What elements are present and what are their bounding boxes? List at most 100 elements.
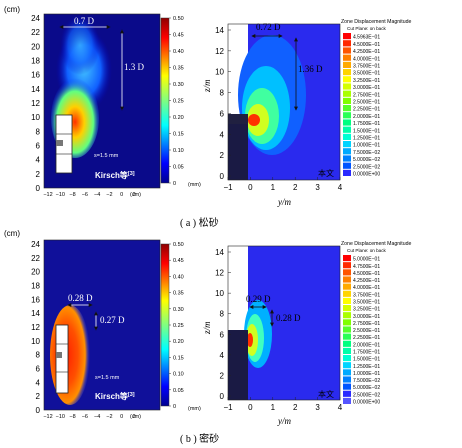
- legend-swatch: [343, 390, 351, 397]
- y-tick-label: 0: [36, 406, 41, 415]
- legend-value: 5.0000E−02: [353, 385, 380, 391]
- legend-value: 1.2500E−01: [353, 364, 380, 370]
- y-tick-label: 6: [36, 365, 41, 374]
- y-tick-label: 14: [31, 309, 40, 318]
- x-tick-label: −6: [82, 414, 88, 420]
- y-tick-label: 0: [36, 184, 41, 193]
- legend-swatch: [343, 397, 351, 404]
- legend-value: 4.7500E−01: [353, 264, 380, 270]
- legend-value: 1.7500E−01: [353, 350, 380, 356]
- legend-swatch: [343, 319, 351, 326]
- y-axis-ticks: 0 2 4 6 8 10 12 14: [215, 26, 231, 181]
- x-tick-label: 1: [271, 183, 276, 192]
- x-tick-label: −12: [43, 192, 52, 198]
- colorbar-tick-label: 0.05: [173, 388, 184, 394]
- legend-value: 4.0000E−01: [353, 285, 380, 291]
- legend-swatch: [343, 83, 351, 90]
- x-tick-label: −12: [43, 414, 52, 420]
- y-tick-label: 16: [31, 295, 40, 304]
- legend-value: 2.0000E−01: [353, 342, 380, 348]
- legend-value: 1.2500E−01: [353, 136, 380, 142]
- colorbar-tick-label: 0.20: [173, 339, 184, 345]
- colorbar-tick-label: 0.05: [173, 165, 184, 171]
- colorbar: [160, 243, 170, 407]
- legend-swatch: [343, 141, 351, 148]
- x-unit-label: (cm): [130, 414, 141, 420]
- legend-value: 2.5000E−01: [353, 328, 380, 334]
- y-tick-label: 4: [220, 351, 225, 360]
- colorbar-unit: (mm): [188, 406, 201, 412]
- colorbar: [160, 17, 170, 184]
- height-dimension-label: 0.27 D: [100, 315, 125, 325]
- y-tick-label: 6: [36, 142, 41, 151]
- y-tick-label: 4: [36, 378, 41, 387]
- panel-a-experiment: (cm) 0.7 D 1.3 D s=1.5 mm Kirsch等[3] 024…: [4, 5, 201, 198]
- width-dimension-label: 0.29 D: [246, 294, 271, 304]
- x-tick-label: 0: [248, 183, 253, 192]
- legend-swatch: [343, 133, 351, 140]
- x-tick-label: 4: [338, 183, 343, 192]
- legend-swatch: [343, 347, 351, 354]
- height-dimension-label: 0.28 D: [276, 313, 301, 323]
- x-axis-label: y/m: [277, 416, 291, 426]
- legend-title: Zone Displacement Magnitude: [341, 241, 411, 247]
- legend-value: 4.2500E−01: [353, 278, 380, 284]
- legend-swatch: [343, 54, 351, 61]
- y-tick-label: 20: [31, 268, 40, 277]
- legend-value: 1.0000E−01: [353, 143, 380, 149]
- y-tick-label: 4: [36, 156, 41, 165]
- legend-swatch: [343, 369, 351, 376]
- y-tick-label: 2: [220, 151, 225, 160]
- caption-a: ( a ) 松砂: [180, 216, 219, 229]
- height-dimension-label: 1.3 D: [124, 62, 145, 72]
- colorbar-unit: (mm): [188, 182, 201, 188]
- y-tick-label: 8: [36, 351, 41, 360]
- y-tick-label: 12: [215, 269, 224, 278]
- legend-swatch: [343, 326, 351, 333]
- colorbar-tick-label: 0.10: [173, 148, 184, 154]
- y-tick-label: 6: [220, 330, 225, 339]
- legend-swatch: [343, 105, 351, 112]
- legend-swatch: [343, 126, 351, 133]
- retaining-block: [228, 114, 248, 180]
- legend-value: 1.0000E−01: [353, 371, 380, 377]
- x-axis-ticks: −12 −10 −8 −6 −4 −2 0 2: [43, 192, 135, 198]
- legend-value: 1.5000E−01: [353, 357, 380, 363]
- colorbar-tick-label: 0.35: [173, 291, 184, 297]
- x-tick-label: −4: [94, 414, 100, 420]
- y-tick-label: 6: [220, 109, 225, 118]
- colorbar-tick-label: 0.50: [173, 242, 184, 248]
- colorbar-tick-label: 0: [173, 181, 176, 187]
- x-tick-label: 3: [315, 403, 320, 412]
- colorbar-tick-label: 0.50: [173, 16, 184, 22]
- y-tick-label: 0: [220, 172, 225, 181]
- x-tick-label: 2: [132, 414, 135, 420]
- legend-value: 7.5000E−02: [353, 378, 380, 384]
- y-tick-label: 2: [220, 371, 225, 380]
- x-tick-label: −8: [69, 192, 75, 198]
- x-tick-label: 0: [120, 192, 123, 198]
- x-tick-label: 2: [293, 403, 298, 412]
- legend-value: 3.5000E−01: [353, 71, 380, 77]
- displacement-cloud-upper: [60, 15, 100, 75]
- legend-value: 2.5000E−01: [353, 100, 380, 106]
- x-unit-label: (cm): [130, 192, 141, 198]
- plot-frame: [227, 245, 341, 401]
- y-tick-label: 10: [215, 289, 224, 298]
- legend-title: Zone Displacement Magnitude: [341, 19, 411, 25]
- legend-value: 0.0000E+00: [353, 400, 380, 406]
- width-dimension-label: 0.7 D: [74, 16, 95, 26]
- legend-swatch: [343, 383, 351, 390]
- legend-swatch: [343, 162, 351, 169]
- plot-frame: [43, 239, 161, 411]
- colorbar-tick-label: 0.15: [173, 132, 184, 138]
- height-dimension-label: 1.36 D: [298, 64, 323, 74]
- legend-swatch: [343, 333, 351, 340]
- colorbar-tick-label: 0.25: [173, 323, 184, 329]
- colorbar-tick-label: 0.25: [173, 99, 184, 105]
- y-tick-label: 22: [31, 254, 40, 263]
- legend-swatch: [343, 169, 351, 176]
- x-tick-label: 0: [248, 403, 253, 412]
